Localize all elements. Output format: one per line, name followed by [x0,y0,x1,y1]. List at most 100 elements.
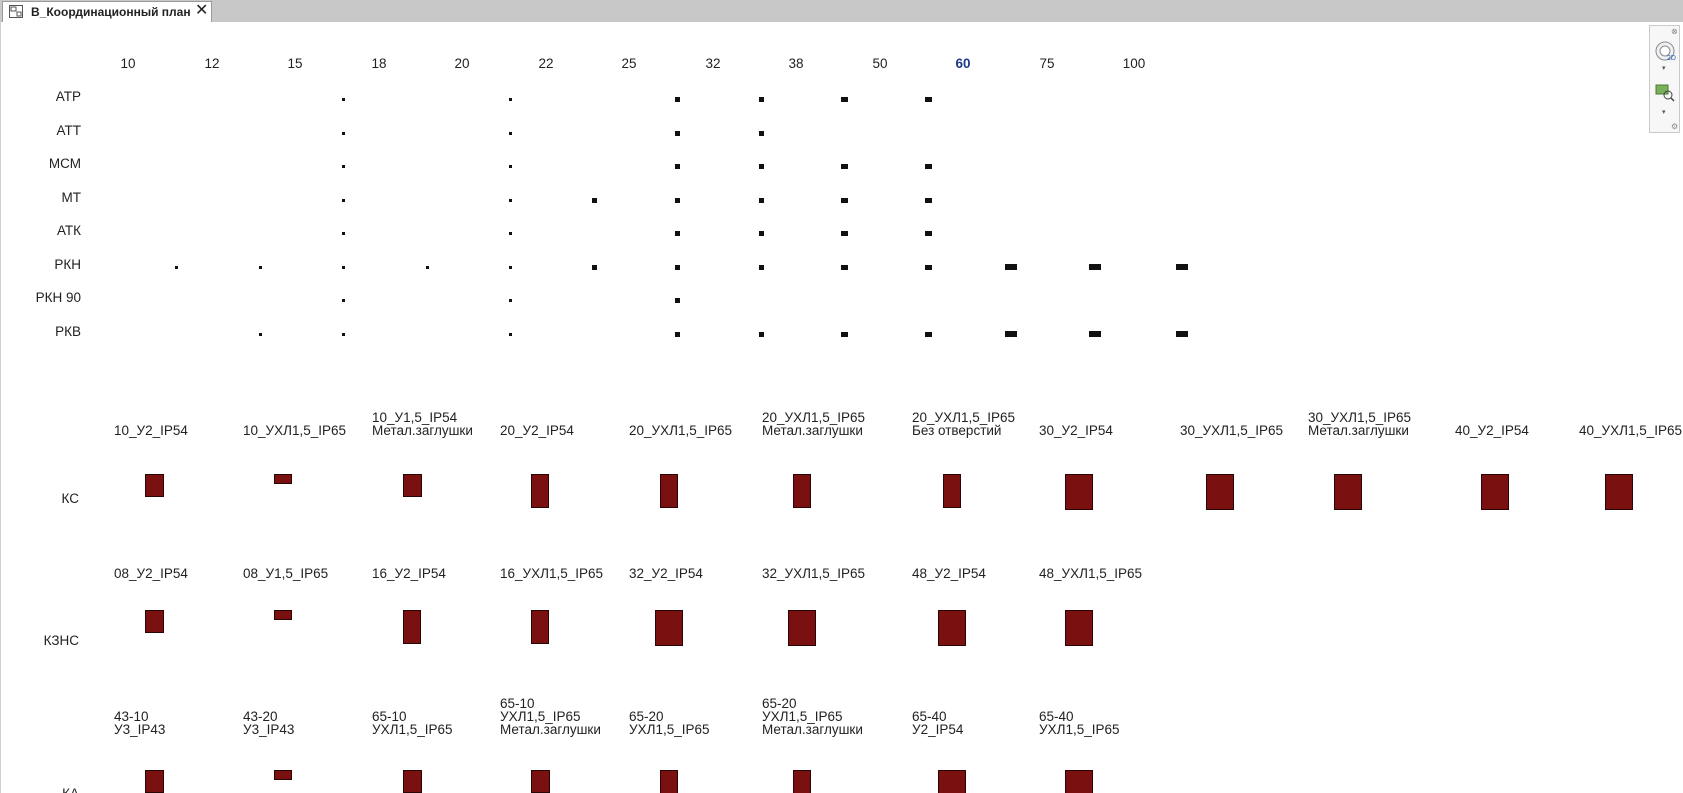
fitting-marker[interactable] [1176,264,1188,270]
fitting-marker[interactable] [341,97,345,101]
fitting-marker[interactable] [674,130,680,136]
row-label-5: АТК [56,223,81,238]
cabinet-symbol[interactable] [655,610,683,646]
fitting-marker[interactable] [174,265,178,269]
navbar-close-icon[interactable]: ⊗ [1671,27,1678,36]
row-label-2: АТТ [56,123,81,138]
fitting-marker[interactable] [674,331,680,337]
navbar-settings-icon[interactable]: ⚙ [1671,122,1679,131]
cabinet-symbol[interactable] [1065,610,1093,646]
fitting-marker[interactable] [591,197,597,203]
column-header-50: 50 [872,56,888,71]
fitting-marker[interactable] [758,96,764,102]
cabinet-symbol[interactable] [1605,474,1633,510]
cabinet-symbol[interactable] [938,610,966,646]
cabinet-symbol[interactable] [1065,474,1093,510]
fitting-marker[interactable] [840,197,848,203]
cabinet-symbol[interactable] [403,610,421,644]
row-label-1: АТР [55,89,81,104]
cabinet-symbol[interactable] [274,770,292,780]
cabinet-symbol[interactable] [943,474,961,508]
document-tab[interactable]: В_Координационный план ✕ [2,1,212,22]
fitting-marker[interactable] [508,298,512,302]
navigation-bar: ⊗ 2D ▾ ▾ ⚙ [1649,25,1680,133]
cabinet-symbol[interactable] [660,770,678,793]
cabinet-symbol[interactable] [793,770,811,793]
fitting-marker[interactable] [341,198,345,202]
fitting-marker[interactable] [758,197,764,203]
fitting-marker[interactable] [341,131,345,135]
fitting-marker[interactable] [924,96,932,102]
row-label-3: МСМ [48,156,81,171]
cabinet-symbol[interactable] [144,474,164,497]
chevron-down-icon[interactable]: ▾ [1662,65,1666,72]
fitting-marker[interactable] [508,198,512,202]
fitting-marker[interactable] [1005,331,1017,337]
row-label-8: РКВ [55,324,81,339]
cabinet-symbol[interactable] [144,770,164,793]
fitting-marker[interactable] [341,164,345,168]
fitting-marker[interactable] [508,231,512,235]
fitting-marker[interactable] [1089,264,1101,270]
fitting-marker[interactable] [674,264,680,270]
zoom-region-icon[interactable] [1655,84,1675,102]
fitting-marker[interactable] [924,264,932,270]
fitting-marker[interactable] [758,264,764,270]
cabinet-symbol[interactable] [402,474,422,497]
cabinet-symbol[interactable] [793,474,811,508]
fitting-marker[interactable] [508,265,512,269]
fitting-marker[interactable] [341,265,345,269]
cabinet-symbol[interactable] [274,610,292,620]
fitting-marker[interactable] [924,163,932,169]
fitting-marker[interactable] [924,331,932,337]
chevron-down-icon[interactable]: ▾ [1662,109,1666,116]
drawing-canvas[interactable]: 10 12 15 18 20 22 25 32 38 50 60 75 100 АТР АТТ МСМ МТ АТ… [0,22,1683,793]
fitting-marker[interactable] [425,265,429,269]
cabinet-symbol[interactable] [1206,474,1234,510]
cabinet-symbol[interactable] [531,610,549,644]
fitting-marker[interactable] [840,264,848,270]
fitting-marker[interactable] [674,163,680,169]
fitting-marker[interactable] [1176,331,1188,337]
fitting-marker[interactable] [1005,264,1017,270]
fitting-marker[interactable] [1089,331,1101,337]
cabinet-symbol[interactable] [531,474,549,508]
fitting-marker[interactable] [341,231,345,235]
fitting-marker[interactable] [840,163,848,169]
cabinet-symbol[interactable] [1065,770,1093,793]
fitting-marker[interactable] [758,130,764,136]
steering-wheel-2d-icon[interactable]: 2D [1653,40,1677,62]
cabinet-symbol[interactable] [788,610,816,646]
fitting-marker[interactable] [758,163,764,169]
fitting-marker[interactable] [674,230,680,236]
cabinet-symbol[interactable] [402,770,422,793]
close-icon[interactable]: ✕ [195,2,209,19]
fitting-marker[interactable] [258,332,262,336]
fitting-marker[interactable] [341,332,345,336]
fitting-marker[interactable] [924,230,932,236]
fitting-marker[interactable] [674,197,680,203]
fitting-marker[interactable] [758,331,764,337]
cabinet-symbol[interactable] [1334,474,1362,510]
cabinet-symbol[interactable] [144,610,164,633]
fitting-marker[interactable] [840,96,848,102]
fitting-marker[interactable] [508,97,512,101]
fitting-marker[interactable] [258,265,262,269]
cabinet-symbol[interactable] [1481,474,1509,510]
fitting-marker[interactable] [508,164,512,168]
fitting-marker[interactable] [591,264,597,270]
cabinet-symbol[interactable] [274,474,292,484]
cabinet-symbol[interactable] [660,474,678,508]
fitting-marker[interactable] [508,332,512,336]
fitting-marker[interactable] [674,297,680,303]
fitting-marker[interactable] [758,230,764,236]
fitting-marker[interactable] [840,331,848,337]
fitting-marker[interactable] [924,197,932,203]
fitting-marker[interactable] [508,131,512,135]
document-tab-bar: В_Координационный план ✕ [0,0,1683,22]
cabinet-symbol[interactable] [530,770,550,793]
fitting-marker[interactable] [840,230,848,236]
fitting-marker[interactable] [341,298,345,302]
fitting-marker[interactable] [674,96,680,102]
cabinet-symbol[interactable] [938,770,966,793]
